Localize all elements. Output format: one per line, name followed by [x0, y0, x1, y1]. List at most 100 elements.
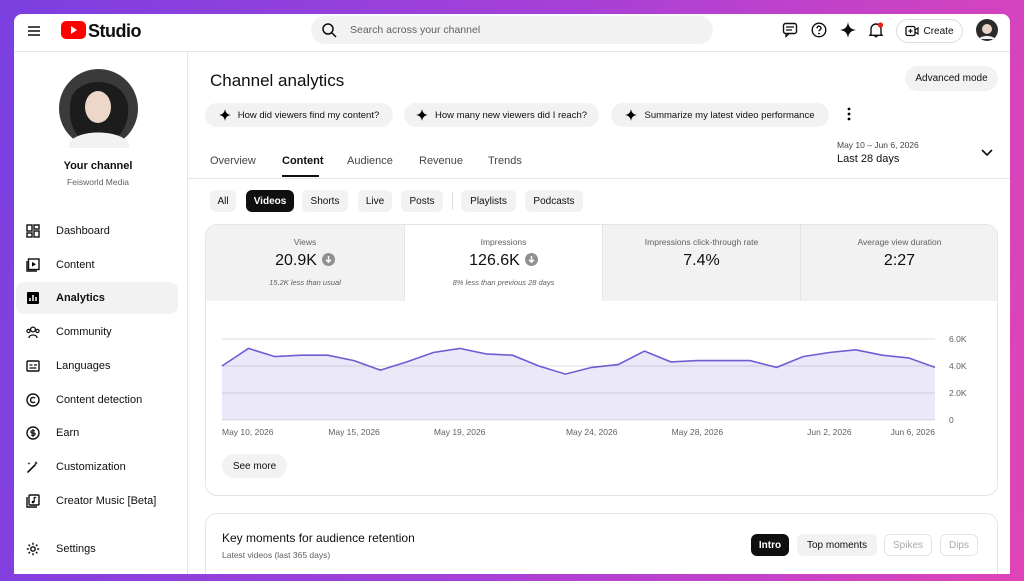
- retention-button[interactable]: Intro: [751, 534, 789, 556]
- channel-title: Your channel: [63, 160, 133, 172]
- create-label: Create: [923, 25, 954, 37]
- nav-label: Dashboard: [56, 225, 110, 237]
- sparkle-icon: [415, 109, 428, 121]
- metric-cell[interactable]: Views 20.9K 15.2K less than usual: [206, 225, 404, 301]
- nav-label: Settings: [56, 543, 96, 555]
- create-icon: [905, 25, 920, 37]
- suggestion-chip[interactable]: How many new viewers did I reach?: [404, 103, 599, 127]
- nav-item[interactable]: Content detection: [16, 384, 178, 416]
- suggestion-label: Summarize my latest video performance: [644, 109, 815, 121]
- nav-item[interactable]: Languages: [16, 350, 178, 382]
- nav-label: Content detection: [56, 394, 143, 406]
- decrease-icon: [321, 253, 335, 266]
- nav-item[interactable]: Earn: [16, 417, 178, 449]
- nav-label: Earn: [56, 427, 80, 439]
- nav-icon: [26, 224, 40, 238]
- nav-icon: [26, 393, 40, 407]
- nav-item[interactable]: Customization: [16, 451, 178, 483]
- nav-item[interactable]: Creator Music [Beta]: [16, 485, 178, 517]
- nav-icon: [26, 494, 40, 508]
- nav-icon: [27, 292, 39, 304]
- suggestion-chip[interactable]: Summarize my latest video performance: [611, 103, 829, 127]
- nav-item[interactable]: Settings: [16, 533, 178, 565]
- decrease-icon: [524, 253, 538, 266]
- retention-button[interactable]: Dips: [940, 534, 978, 556]
- nav-label: Creator Music [Beta]: [56, 495, 157, 507]
- metric-value-row: 7.4%: [603, 252, 800, 270]
- nav-label: Analytics: [56, 292, 105, 304]
- ai-icon[interactable]: [840, 22, 856, 38]
- metric-note: 8% less than previous 28 days: [452, 278, 555, 287]
- nav-icon: [26, 542, 40, 556]
- channel-avatar[interactable]: [59, 69, 138, 148]
- metric-label: Average view duration: [857, 237, 942, 247]
- filter-chip[interactable]: Podcasts: [525, 190, 583, 212]
- metric-label: Impressions: [480, 237, 527, 247]
- metric-note: 15.2K less than usual: [269, 278, 341, 287]
- filter-chip[interactable]: Shorts: [302, 190, 348, 212]
- nav-item[interactable]: Community: [16, 316, 178, 348]
- logo-icon[interactable]: [61, 21, 86, 39]
- menu-button[interactable]: [27, 24, 41, 38]
- nav-icon: [26, 258, 40, 272]
- filter-chip[interactable]: All: [210, 190, 236, 212]
- filter-chip[interactable]: Videos: [246, 190, 294, 212]
- tab[interactable]: Overview: [210, 155, 256, 167]
- retention-button[interactable]: Spikes: [884, 534, 932, 556]
- retention-button[interactable]: Top moments: [797, 534, 877, 556]
- key-moments-title: Key moments for audience retention: [222, 531, 415, 545]
- help-icon[interactable]: [811, 22, 827, 38]
- key-moments-card: Key moments for audience retention Lates…: [205, 513, 998, 574]
- suggestion-chip[interactable]: How did viewers find my content?: [205, 103, 393, 127]
- account-avatar[interactable]: [976, 19, 998, 41]
- sidebar: Your channel Feisworld Media Dashboard Co…: [14, 52, 188, 574]
- nav-icon: [26, 426, 40, 440]
- feedback-icon[interactable]: [782, 22, 798, 38]
- top-bar: Studio Search across your channel Create: [14, 14, 1010, 52]
- nav-item[interactable]: Content: [16, 249, 178, 281]
- see-more-button[interactable]: See more: [222, 454, 287, 478]
- metric-value: 126.6K: [469, 252, 520, 269]
- nav-item[interactable]: Dashboard: [16, 215, 178, 247]
- metric-cell[interactable]: Average view duration 2:27: [800, 225, 997, 301]
- metric-value-row: 20.9K: [206, 252, 404, 270]
- nav-item[interactable]: Send feedback: [16, 566, 178, 574]
- suggestion-label: How many new viewers did I reach?: [434, 109, 588, 121]
- notifications-icon[interactable]: [868, 22, 884, 38]
- tab[interactable]: Revenue: [419, 155, 464, 167]
- tab[interactable]: Content: [282, 155, 324, 167]
- date-dropdown[interactable]: [981, 148, 993, 158]
- metric-value: 2:27: [883, 252, 916, 269]
- sparkle-icon: [625, 109, 638, 121]
- date-label[interactable]: Last 28 days: [837, 153, 900, 165]
- metric-label: Views: [293, 237, 317, 247]
- date-range[interactable]: May 10 – Jun 6, 2026: [837, 140, 919, 150]
- tab[interactable]: Audience: [347, 155, 393, 167]
- search-icon: [322, 23, 337, 38]
- metric-value: 20.9K: [275, 252, 317, 269]
- filter-chip[interactable]: Live: [358, 190, 392, 212]
- nav-icon: [26, 360, 40, 372]
- filter-chip[interactable]: Playlists: [461, 190, 516, 212]
- metric-cell[interactable]: Impressions click-through rate 7.4%: [602, 225, 800, 301]
- create-button[interactable]: Create: [896, 19, 963, 43]
- metric-value: 7.4%: [683, 252, 720, 269]
- suggestion-label: How did viewers find my content?: [237, 109, 380, 121]
- nav-label: Content: [56, 259, 95, 271]
- nav-item[interactable]: Analytics: [16, 282, 178, 314]
- logo-text[interactable]: Studio: [88, 21, 142, 41]
- metric-value-row: 2:27: [801, 252, 997, 270]
- filter-separator: [452, 192, 453, 210]
- nav-icon: [26, 461, 38, 474]
- search-box[interactable]: Search across your channel: [311, 16, 713, 44]
- metric-cell[interactable]: Impressions 126.6K 8% less than previous 2…: [404, 225, 602, 301]
- more-options[interactable]: [844, 107, 854, 121]
- key-moments-subtitle: Latest videos (last 365 days): [222, 550, 331, 560]
- nav-label: Customization: [56, 461, 126, 473]
- nav-label: Languages: [56, 360, 111, 372]
- tabs-divider: [188, 178, 1010, 179]
- advanced-mode-button[interactable]: Advanced mode: [905, 66, 998, 91]
- filter-chip[interactable]: Posts: [401, 190, 443, 212]
- tab[interactable]: Trends: [488, 155, 522, 167]
